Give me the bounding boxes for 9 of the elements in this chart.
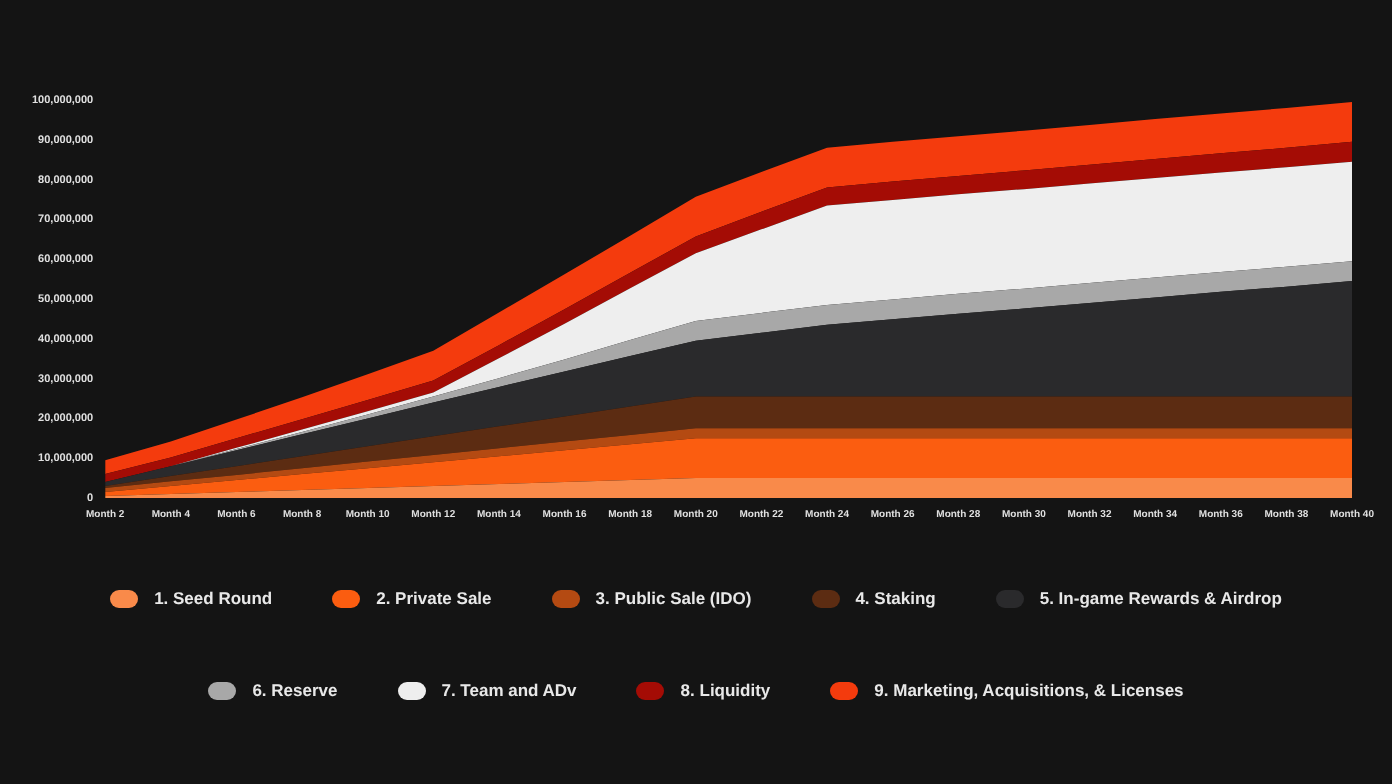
legend-label: 2. Private Sale — [376, 588, 492, 608]
legend-label: 1. Seed Round — [154, 588, 273, 608]
legend-label: 4. Staking — [855, 588, 936, 608]
legend-label: 9. Marketing, Acquisitions, & Licenses — [874, 680, 1184, 700]
legend-label: 7. Team and ADv — [441, 680, 577, 700]
legend-label: 8. Liquidity — [680, 680, 771, 700]
legend-label: 6. Reserve — [252, 680, 338, 700]
legend-label: 5. In-game Rewards & Airdrop — [1039, 588, 1282, 608]
legend-label: 3. Public Sale (IDO) — [595, 588, 752, 608]
